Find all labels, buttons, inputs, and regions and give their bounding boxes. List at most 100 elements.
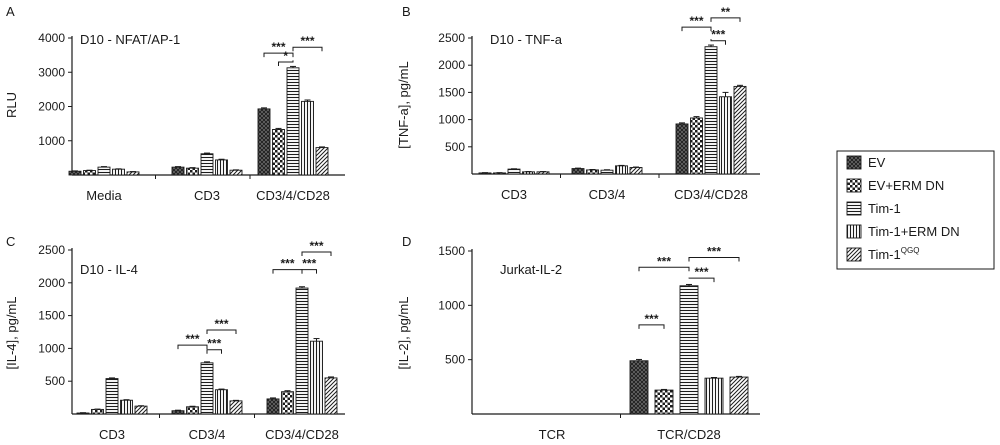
bar bbox=[729, 376, 749, 415]
significance-label: ** bbox=[721, 5, 731, 19]
x-tick-label: Media bbox=[86, 188, 122, 203]
significance-bracket bbox=[688, 257, 740, 262]
significance-bracket bbox=[206, 349, 222, 354]
bar bbox=[200, 153, 214, 176]
bar bbox=[286, 67, 300, 176]
x-tick-label: TCR bbox=[539, 427, 566, 442]
y-tick-label: 500 bbox=[45, 374, 65, 388]
panel-letter: C bbox=[6, 234, 15, 249]
legend-swatch bbox=[846, 247, 862, 262]
bar bbox=[105, 378, 119, 415]
bar bbox=[229, 169, 243, 176]
bar bbox=[507, 168, 521, 175]
bar bbox=[324, 377, 338, 415]
bar bbox=[186, 167, 199, 176]
bar bbox=[571, 168, 585, 175]
y-tick-label: 3000 bbox=[38, 65, 65, 79]
legend-label: EV+ERM DN bbox=[868, 178, 944, 193]
x-tick-label: TCR/CD28 bbox=[657, 427, 721, 442]
y-tick-label: 2000 bbox=[38, 100, 65, 114]
panel-letter: D bbox=[402, 234, 411, 249]
y-tick-label: 1500 bbox=[38, 309, 65, 323]
bar bbox=[615, 165, 628, 175]
legend-swatch bbox=[846, 178, 862, 193]
y-tick-label: 2500 bbox=[438, 31, 465, 45]
bar bbox=[600, 169, 614, 175]
significance-label: *** bbox=[694, 265, 708, 279]
bar bbox=[679, 285, 699, 415]
significance-label: *** bbox=[214, 317, 228, 331]
bar bbox=[91, 408, 104, 415]
bar bbox=[690, 117, 703, 175]
significance-label: *** bbox=[185, 332, 199, 346]
legend-label: Tim-1+ERM DN bbox=[868, 224, 960, 239]
y-axis-label: RLU bbox=[4, 92, 19, 118]
chart-title: D10 - TNF-a bbox=[490, 32, 563, 47]
y-axis-label: [TNF-a], pg/mL bbox=[396, 61, 411, 148]
significance-bracket bbox=[638, 324, 665, 329]
significance-bracket bbox=[301, 251, 332, 256]
bar bbox=[126, 171, 140, 176]
y-tick-label: 500 bbox=[445, 353, 465, 367]
legend-label: EV bbox=[868, 155, 886, 170]
panel-letter: A bbox=[6, 4, 15, 19]
significance-bracket bbox=[710, 39, 726, 45]
bar bbox=[120, 399, 133, 415]
x-tick-label: CD3 bbox=[501, 187, 527, 202]
bar bbox=[719, 96, 732, 175]
bar bbox=[675, 123, 689, 175]
significance-label: *** bbox=[644, 312, 658, 326]
significance-label: *** bbox=[280, 257, 294, 271]
bar bbox=[733, 85, 747, 175]
significance-label: *** bbox=[302, 257, 316, 271]
legend-label: Tim-1 bbox=[868, 201, 901, 216]
panel-letter: B bbox=[402, 4, 411, 19]
significance-bracket bbox=[177, 344, 208, 350]
y-tick-label: 500 bbox=[445, 140, 465, 154]
y-tick-label: 2000 bbox=[438, 58, 465, 72]
bar bbox=[315, 147, 329, 176]
bar bbox=[536, 171, 550, 175]
y-tick-label: 1500 bbox=[438, 244, 465, 258]
bar bbox=[272, 128, 285, 176]
bar bbox=[229, 400, 243, 415]
panel-b: B D10 - TNF-a [TNF-a], pg/mL 500 1000 1500 200… bbox=[396, 4, 760, 202]
significance-label: * bbox=[283, 49, 288, 63]
significance-label: *** bbox=[271, 40, 285, 54]
significance-bracket bbox=[710, 17, 741, 22]
bar bbox=[704, 46, 718, 175]
bar bbox=[281, 391, 294, 415]
bar bbox=[522, 171, 535, 175]
significance-label: *** bbox=[300, 34, 314, 48]
significance-bracket bbox=[638, 266, 690, 272]
x-tick-label: CD3/4/CD28 bbox=[265, 427, 339, 442]
y-tick-label: 1000 bbox=[38, 134, 65, 148]
y-axis-label: [IL-4], pg/mL bbox=[4, 297, 19, 370]
bar bbox=[134, 405, 148, 415]
bar bbox=[301, 100, 314, 176]
x-tick-label: CD3/4/CD28 bbox=[256, 188, 330, 203]
significance-bracket bbox=[301, 269, 317, 274]
bar bbox=[215, 389, 228, 415]
y-tick-label: 2500 bbox=[38, 243, 65, 257]
significance-label: *** bbox=[689, 14, 703, 28]
chart-title: D10 - IL-4 bbox=[80, 262, 138, 277]
bar bbox=[186, 406, 199, 415]
chart-title: D10 - NFAT/AP-1 bbox=[80, 32, 180, 47]
bar bbox=[257, 108, 271, 176]
y-tick-label: 1000 bbox=[438, 298, 465, 312]
bar bbox=[629, 360, 649, 415]
legend-swatch bbox=[846, 155, 862, 170]
x-tick-label: CD3 bbox=[194, 188, 220, 203]
x-tick-label: CD3/4/CD28 bbox=[674, 187, 748, 202]
bar bbox=[629, 167, 643, 175]
bar bbox=[654, 389, 674, 415]
panel-d: D Jurkat-IL-2 [IL-2], pg/mL 500 1000 1500 TCR T… bbox=[396, 234, 760, 442]
significance-label: *** bbox=[711, 28, 725, 42]
y-tick-label: 2000 bbox=[38, 276, 65, 290]
bar bbox=[68, 170, 82, 176]
bar bbox=[215, 159, 228, 176]
y-axis-label: [IL-2], pg/mL bbox=[396, 297, 411, 370]
